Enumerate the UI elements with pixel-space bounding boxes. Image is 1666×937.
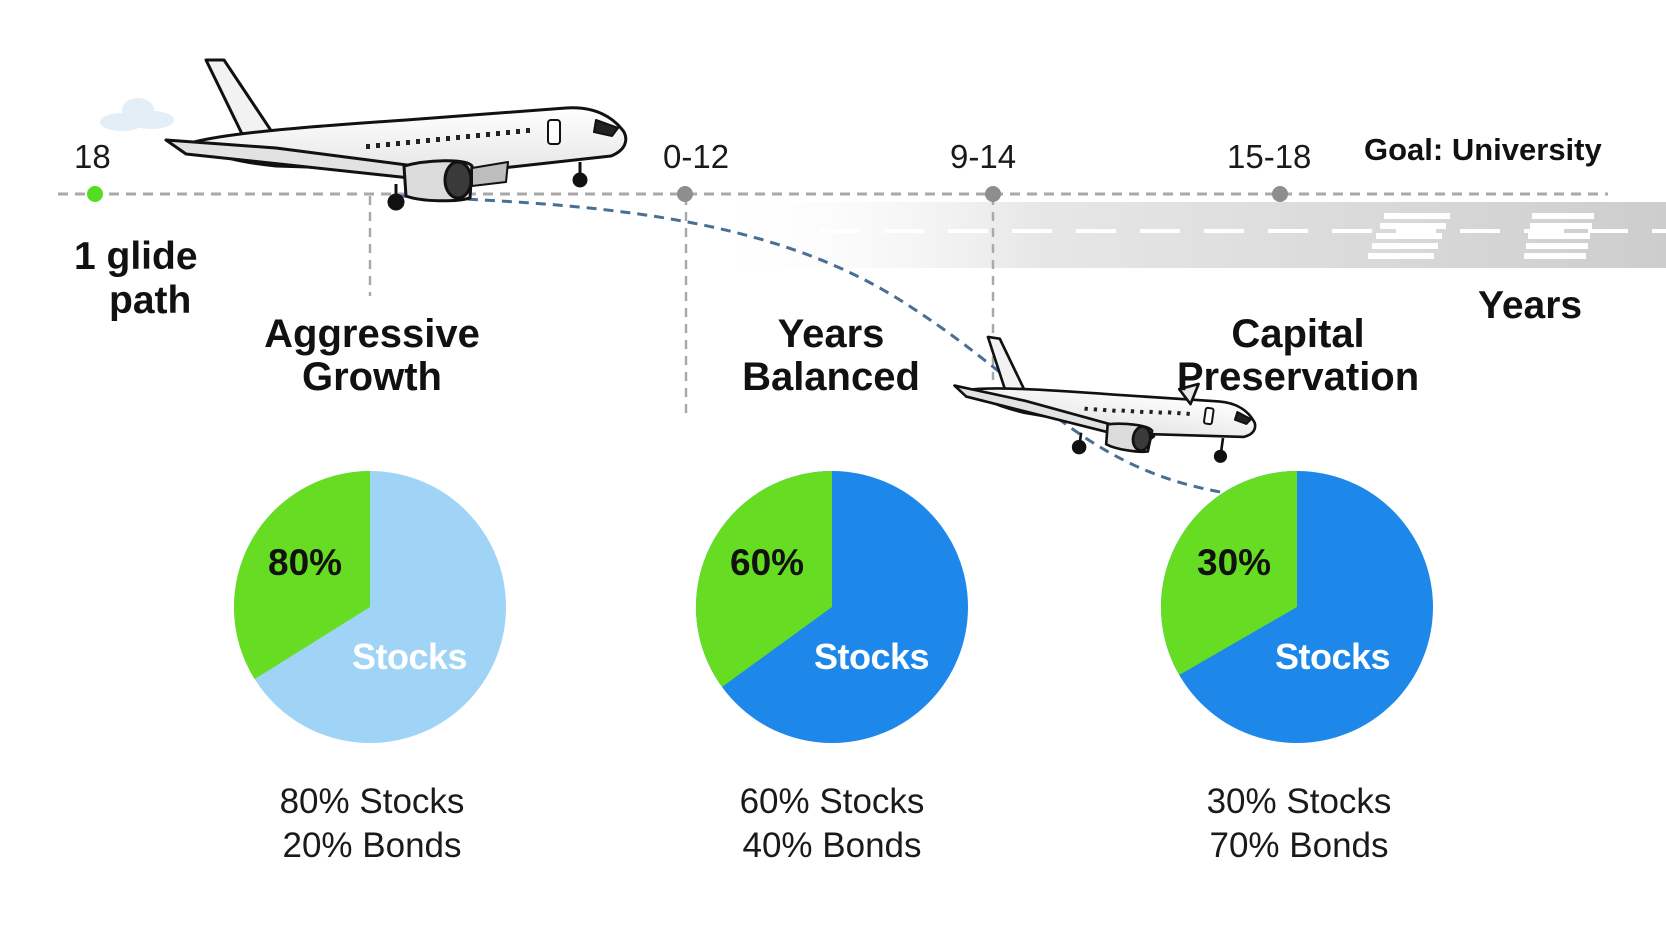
airplane-landing-icon — [953, 335, 1257, 463]
pie-slice-preservation — [1161, 471, 1297, 675]
phase-title-line2: Balanced — [742, 355, 920, 399]
tick-label-9-14: 9-14 — [950, 138, 1017, 175]
pie-word-growth: Stocks — [352, 636, 468, 677]
airplane-cruising-icon — [164, 58, 628, 211]
phase-title-balanced: Years Balanced — [621, 313, 1041, 399]
axis-label-years: Years — [1478, 284, 1583, 327]
tick-label-15-18: 15-18 — [1227, 138, 1312, 175]
glide-title-line1: 1 glide — [74, 235, 198, 278]
pie-pct-label-balanced: 60% — [730, 542, 805, 583]
pie-slice-growth — [233, 471, 370, 680]
allocation-bonds: 40% Bonds — [742, 826, 922, 865]
start-dot — [87, 186, 103, 202]
allocation-pies — [233, 471, 1433, 743]
allocation-bonds: 20% Bonds — [282, 826, 462, 865]
cloud-icon — [100, 98, 174, 131]
pie-pct-label-growth: 80% — [268, 542, 343, 583]
tick-label-start: 18 — [74, 138, 111, 175]
allocation-stocks: 30% Stocks — [1206, 782, 1392, 821]
pie-word-balanced: Stocks — [814, 636, 930, 677]
goal-label: Goal: University — [1364, 132, 1602, 167]
phase-title-preservation: Capital Preservation — [1088, 313, 1508, 399]
pie-slice-balanced — [696, 471, 832, 687]
phase-guides — [368, 196, 995, 414]
glide-trajectory — [399, 194, 1233, 496]
pie-pct-label-preservation: 30% — [1197, 542, 1272, 583]
runway — [700, 202, 1666, 268]
phase-title-line1: Aggressive — [264, 312, 480, 356]
glide-title-line2: path — [109, 279, 192, 322]
tick-dot-15-18 — [1272, 186, 1288, 202]
phase-title-line2: Growth — [302, 355, 442, 399]
allocation-stocks: 60% Stocks — [739, 782, 925, 821]
runway-threshold-marks — [1368, 213, 1594, 259]
phase-title-line1: Capital — [1231, 312, 1365, 356]
phase-title-growth: Aggressive Growth — [162, 313, 582, 399]
allocation-caption-preservation: 30% Stocks 70% Bonds — [1119, 780, 1479, 868]
allocation-caption-growth: 80% Stocks 20% Bonds — [192, 780, 552, 868]
allocation-caption-balanced: 60% Stocks 40% Bonds — [652, 780, 1012, 868]
pie-word-preservation: Stocks — [1275, 636, 1391, 677]
phase-title-line1: Years — [777, 312, 885, 356]
allocation-bonds: 70% Bonds — [1209, 826, 1389, 865]
tick-dot-9-14 — [985, 186, 1001, 202]
runway-strip — [700, 202, 1666, 268]
tick-label-0-12: 0-12 — [663, 138, 730, 175]
phase-title-line2: Preservation — [1176, 355, 1420, 399]
allocation-stocks: 80% Stocks — [279, 782, 465, 821]
tick-dot-0-12 — [677, 186, 693, 202]
